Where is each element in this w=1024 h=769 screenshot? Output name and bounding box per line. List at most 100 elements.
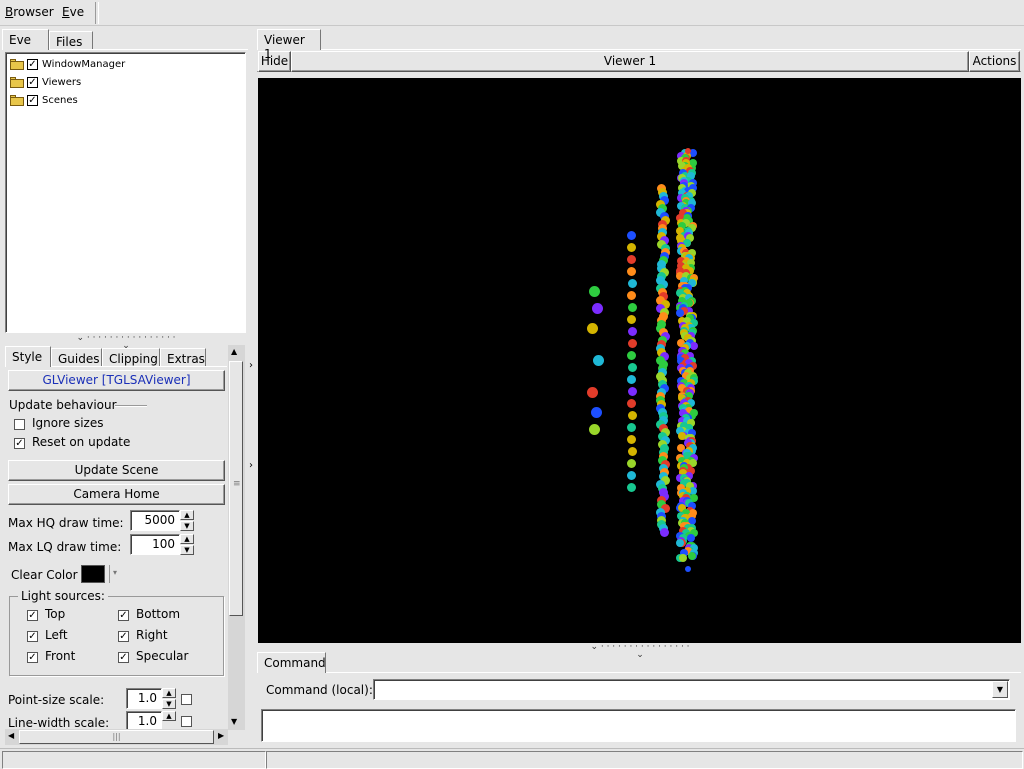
chevron-down-icon[interactable]: ▼ bbox=[992, 681, 1008, 698]
particle-hit bbox=[687, 551, 696, 560]
checkbox-box[interactable]: ✓ bbox=[27, 652, 38, 663]
particle-hit bbox=[586, 386, 598, 398]
line-width-input[interactable]: 1.0 bbox=[126, 711, 162, 730]
checkbox-box[interactable]: ✓ bbox=[27, 631, 38, 642]
particle-hit bbox=[689, 459, 698, 467]
light-sources-label: Light sources: bbox=[18, 589, 108, 603]
max-lq-input[interactable]: 100 bbox=[130, 534, 180, 555]
eve-tree[interactable]: ✓ WindowManager ✓ Viewers ✓ Scenes bbox=[5, 52, 246, 333]
particle-hit bbox=[676, 201, 685, 210]
line-width-checkbox[interactable] bbox=[181, 714, 192, 728]
viewer-splitter[interactable]: ⌄ · · · · · · · · · · · · · · · · ⌄ bbox=[590, 642, 690, 660]
gl-viewer-canvas[interactable] bbox=[258, 78, 1021, 643]
checkbox-box[interactable]: ✓ bbox=[118, 610, 129, 621]
particle-hit bbox=[626, 242, 636, 252]
camera-home-button[interactable]: Camera Home bbox=[8, 484, 225, 505]
particle-hit bbox=[586, 322, 598, 334]
spin-up-icon[interactable]: ▲ bbox=[162, 711, 176, 721]
spin-down-icon[interactable]: ▼ bbox=[162, 699, 176, 709]
clear-color-swatch[interactable] bbox=[81, 565, 105, 583]
particle-hit bbox=[681, 264, 690, 272]
scrollbar-thumb[interactable]: ||| bbox=[19, 730, 214, 744]
folder-icon bbox=[10, 76, 24, 88]
checkbox-box[interactable]: ✓ bbox=[14, 438, 25, 449]
menu-browser[interactable]: Browser bbox=[5, 5, 54, 19]
tree-checkbox[interactable]: ✓ bbox=[27, 58, 38, 70]
point-size-spinner[interactable]: ▲ ▼ bbox=[162, 688, 176, 709]
ignore-sizes-checkbox[interactable] bbox=[14, 417, 25, 431]
tree-item-scenes[interactable]: ✓ Scenes bbox=[10, 92, 78, 108]
scrollbar-thumb[interactable]: ≡ bbox=[229, 361, 243, 616]
tab-files[interactable]: Files bbox=[49, 31, 93, 50]
menu-eve[interactable]: Eve bbox=[62, 5, 85, 19]
command-input[interactable]: ▼ bbox=[373, 679, 1010, 700]
update-scene-button[interactable]: Update Scene bbox=[8, 460, 225, 481]
scroll-down-icon[interactable]: ▼ bbox=[231, 717, 238, 726]
tree-item-viewers[interactable]: ✓ Viewers bbox=[10, 74, 81, 90]
splitter-arrow-icon: › bbox=[249, 360, 253, 371]
tree-item-label: WindowManager bbox=[42, 58, 126, 70]
particle-hit bbox=[688, 486, 697, 495]
color-dropdown-icon[interactable]: ▾ bbox=[113, 568, 118, 577]
checkbox-box[interactable]: ✓ bbox=[118, 652, 129, 663]
spin-up-icon[interactable]: ▲ bbox=[180, 534, 194, 544]
light-bottom-checkbox[interactable]: ✓ bbox=[118, 608, 129, 622]
particle-hit bbox=[627, 230, 637, 240]
main-vertical-splitter[interactable]: › › bbox=[248, 28, 256, 746]
viewer-title-bar[interactable]: Viewer 1 bbox=[291, 51, 969, 72]
checkbox-box[interactable] bbox=[181, 716, 192, 727]
particle-hit bbox=[677, 189, 686, 197]
tree-splitter[interactable]: ⌄ · · · · · · · · · · · · · · · · ⌄ bbox=[76, 333, 176, 351]
spin-down-icon[interactable]: ▼ bbox=[180, 545, 194, 555]
scroll-up-icon[interactable]: ▲ bbox=[231, 347, 238, 356]
hide-button[interactable]: Hide bbox=[258, 51, 291, 72]
light-front-checkbox[interactable]: ✓ bbox=[27, 650, 38, 664]
tab-extras[interactable]: Extras bbox=[160, 348, 206, 367]
tree-item-windowmanager[interactable]: ✓ WindowManager bbox=[10, 56, 125, 72]
spin-up-icon[interactable]: ▲ bbox=[162, 688, 176, 698]
spin-down-icon[interactable]: ▼ bbox=[180, 521, 194, 531]
point-size-input[interactable]: 1.0 bbox=[126, 688, 162, 709]
tree-checkbox[interactable]: ✓ bbox=[27, 94, 38, 106]
editor-hscrollbar[interactable]: ◀ ||| ▶ bbox=[5, 729, 228, 745]
max-hq-spinner[interactable]: ▲ ▼ bbox=[180, 510, 194, 531]
light-specular-checkbox[interactable]: ✓ bbox=[118, 650, 129, 664]
max-hq-input[interactable]: 5000 bbox=[130, 510, 180, 531]
point-size-checkbox[interactable] bbox=[181, 692, 192, 706]
light-top-checkbox[interactable]: ✓ bbox=[27, 608, 38, 622]
checkbox-box[interactable]: ✓ bbox=[118, 631, 129, 642]
line-width-spinner[interactable]: ▲ bbox=[162, 711, 176, 730]
particle-hit bbox=[677, 431, 686, 440]
editor-vscrollbar[interactable]: ▲ ≡ ▼ bbox=[228, 345, 245, 730]
checkbox-box[interactable] bbox=[14, 419, 25, 430]
particle-hit bbox=[657, 239, 667, 249]
tab-command[interactable]: Command bbox=[257, 652, 326, 673]
max-lq-spinner[interactable]: ▲ ▼ bbox=[180, 534, 194, 555]
tree-checkbox[interactable]: ✓ bbox=[27, 76, 38, 88]
tab-border bbox=[257, 672, 1021, 673]
tab-viewer-1[interactable]: Viewer 1 bbox=[257, 29, 321, 61]
ignore-sizes-label: Ignore sizes bbox=[32, 416, 104, 430]
tab-clipping[interactable]: Clipping bbox=[102, 348, 160, 367]
checkbox-box[interactable] bbox=[181, 694, 192, 705]
tab-guides[interactable]: Guides bbox=[51, 348, 102, 367]
particle-hit bbox=[659, 235, 669, 245]
scroll-left-icon[interactable]: ◀ bbox=[8, 731, 15, 740]
particle-hit bbox=[626, 482, 636, 492]
light-left-checkbox[interactable]: ✓ bbox=[27, 629, 38, 643]
light-right-checkbox[interactable]: ✓ bbox=[118, 629, 129, 643]
particle-hit bbox=[688, 511, 697, 520]
particle-hit bbox=[688, 249, 697, 257]
tab-eve[interactable]: Eve bbox=[2, 29, 49, 50]
actions-button[interactable]: Actions bbox=[969, 51, 1020, 72]
scroll-right-icon[interactable]: ▶ bbox=[218, 731, 225, 740]
particle-hit bbox=[660, 351, 670, 361]
spin-up-icon[interactable]: ▲ bbox=[180, 510, 194, 520]
menu-separator bbox=[95, 2, 99, 24]
particle-hit bbox=[676, 309, 685, 317]
checkbox-box[interactable]: ✓ bbox=[27, 610, 38, 621]
reset-on-update-checkbox[interactable]: ✓ bbox=[14, 436, 25, 450]
object-name-button[interactable]: GLViewer [TGLSAViewer] bbox=[8, 370, 225, 391]
tab-style[interactable]: Style bbox=[5, 346, 51, 367]
particle-hit bbox=[656, 295, 666, 305]
